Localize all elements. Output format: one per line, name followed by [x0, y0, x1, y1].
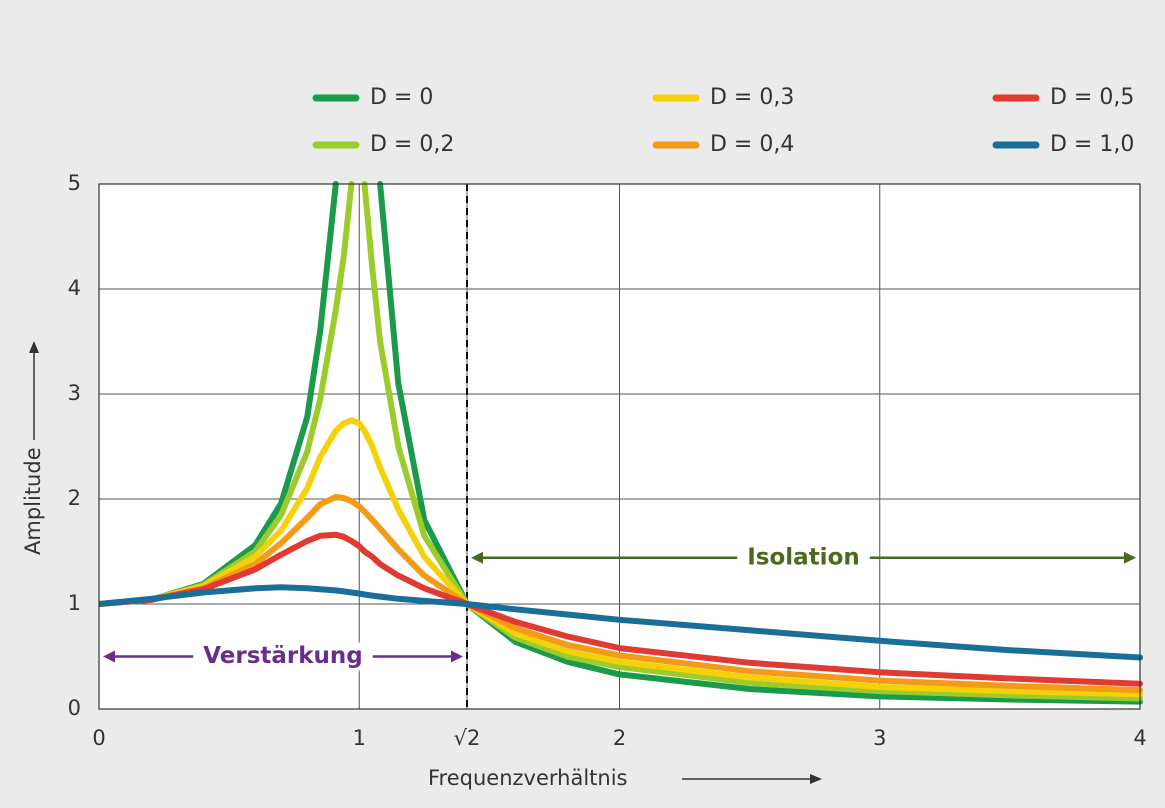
y-tick-label: 5: [68, 171, 81, 195]
x-tick-label: 4: [1133, 726, 1146, 750]
plot-frame: [98, 183, 1141, 710]
x-axis-arrowhead: [810, 774, 822, 784]
y-tick-label: 0: [68, 696, 81, 720]
arrowhead: [1124, 551, 1136, 564]
series-line: [99, 417, 1143, 698]
legend-label: D = 0,2: [370, 132, 454, 157]
y-tick-label: 4: [68, 276, 81, 300]
x-tick-label: 2: [613, 726, 626, 750]
arrowhead: [450, 650, 463, 663]
legend-label: D = 0,3: [710, 85, 794, 110]
y-tick-label: 1: [68, 591, 81, 615]
legend-label: D = 0,5: [1050, 85, 1134, 110]
series-line: [99, 493, 1143, 694]
legend-label: D = 0,4: [710, 132, 794, 157]
arrowhead: [103, 650, 115, 663]
arrowhead: [470, 551, 483, 564]
y-tick-label: 3: [68, 381, 81, 405]
y-axis-arrowhead: [29, 341, 39, 353]
x-tick-label: 3: [873, 726, 886, 750]
x-tick-label: 0: [92, 726, 105, 750]
legend-label: D = 1,0: [1050, 132, 1134, 157]
annotation-background: [193, 642, 373, 671]
x-axis-label: Frequenzverhältnis: [428, 766, 627, 790]
annotation: Verstärkung: [203, 643, 363, 669]
series-line: [99, 531, 1143, 687]
x-tick-label: √2: [454, 726, 481, 750]
annotation-background: [737, 543, 870, 572]
y-tick-label: 2: [68, 486, 81, 510]
series-line: [99, 584, 1143, 661]
y-axis-label: Amplitude: [21, 447, 45, 555]
x-tick-label: 1: [353, 726, 366, 750]
legend-label: D = 0: [370, 85, 433, 110]
annotation: Isolation: [747, 544, 860, 570]
